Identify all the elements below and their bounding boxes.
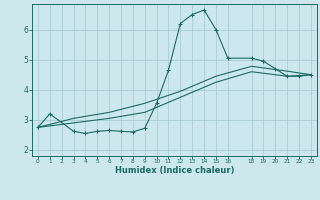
X-axis label: Humidex (Indice chaleur): Humidex (Indice chaleur) bbox=[115, 166, 234, 175]
